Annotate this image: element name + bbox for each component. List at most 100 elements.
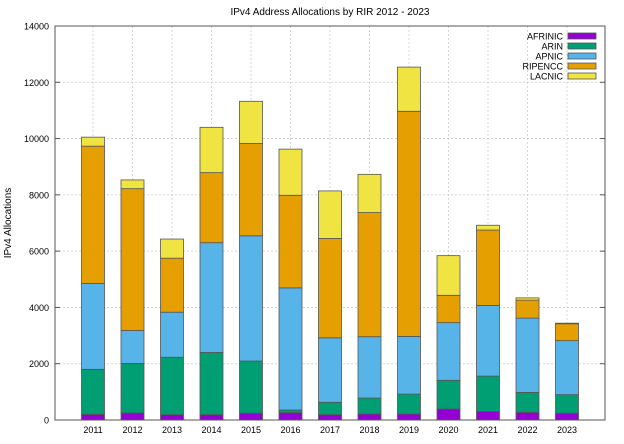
x-tick-label: 2014 — [201, 425, 221, 435]
bar-afrinic-2022 — [515, 412, 540, 421]
x-tick-label: 2020 — [438, 425, 458, 435]
bar-arin-2011 — [81, 368, 105, 415]
y-tick-label: 0 — [44, 416, 49, 426]
bar-arin-2017 — [318, 401, 342, 416]
bar-lacnic-2023 — [555, 322, 579, 325]
x-axis: 2011 2012 2013 2014 2015 2016 2017 2018 2019 2020… — [83, 425, 577, 435]
y-axis: 0 2000 4000 6000 8000 10000 12000 14000 — [24, 22, 605, 426]
bar-arin-2023 — [555, 394, 579, 414]
x-tick-label: 2018 — [359, 425, 379, 435]
bar-afrinic-2015 — [239, 412, 263, 421]
y-axis-label: IPv4 Allocations — [3, 188, 14, 259]
y-tick-label: 6000 — [29, 247, 49, 257]
bar-ripencc-2014 — [199, 172, 224, 244]
bar-lacnic-2015 — [239, 100, 263, 144]
bar-arin-2012 — [120, 363, 145, 414]
bar-ripencc-2018 — [357, 212, 382, 338]
bar-arin-2016 — [278, 409, 303, 414]
bar-apnic-2015 — [239, 235, 263, 362]
bar-afrinic-2018 — [357, 413, 382, 421]
x-tick-label: 2022 — [517, 425, 537, 435]
y-tick-label: 10000 — [24, 134, 49, 144]
x-tick-label: 2021 — [478, 425, 498, 435]
y-tick-label: 4000 — [29, 303, 49, 313]
bar-apnic-2011 — [81, 283, 105, 370]
x-tick-label: 2015 — [241, 425, 261, 435]
bar-lacnic-2016 — [278, 148, 303, 196]
bar-apnic-2020 — [436, 322, 461, 381]
legend-swatch — [567, 52, 597, 60]
bar-lacnic-2012 — [120, 179, 145, 190]
legend-swatch — [567, 62, 597, 70]
bar-apnic-2018 — [357, 336, 382, 399]
x-tick-label: 2011 — [83, 425, 102, 435]
x-tick-label: 2019 — [399, 425, 419, 435]
x-tick-label: 2023 — [557, 425, 577, 435]
bar-ripencc-2016 — [278, 194, 303, 289]
bar-apnic-2019 — [397, 336, 421, 395]
bar-arin-2015 — [239, 360, 263, 414]
bar-afrinic-2019 — [397, 413, 421, 421]
x-tick-label: 2012 — [122, 425, 142, 435]
bar-lacnic-2019 — [397, 66, 421, 112]
bar-lacnic-2022 — [515, 297, 540, 301]
bar-arin-2019 — [397, 393, 421, 415]
bar-arin-2013 — [160, 356, 184, 416]
bar-afrinic-2011 — [81, 413, 105, 421]
y-tick-label: 12000 — [24, 78, 49, 88]
bars — [81, 66, 579, 421]
legend-label: AFRINIC — [527, 32, 564, 42]
legend-swatch — [567, 42, 597, 50]
bar-ripencc-2017 — [318, 238, 342, 339]
bar-afrinic-2016 — [278, 412, 303, 421]
bar-apnic-2013 — [160, 311, 184, 358]
bar-lacnic-2021 — [476, 224, 500, 231]
x-tick-label: 2016 — [280, 425, 300, 435]
bar-apnic-2022 — [515, 317, 540, 393]
bar-lacnic-2014 — [199, 126, 224, 174]
bar-arin-2020 — [436, 379, 461, 410]
bar-ripencc-2022 — [515, 299, 540, 319]
bar-ripencc-2015 — [239, 143, 263, 237]
legend-label: RIPENCC — [522, 62, 563, 72]
bar-afrinic-2021 — [476, 411, 500, 421]
bar-ripencc-2021 — [476, 229, 500, 306]
bar-afrinic-2023 — [555, 412, 579, 421]
bar-arin-2021 — [476, 375, 500, 412]
legend-label: LACNIC — [530, 72, 564, 82]
bar-arin-2014 — [199, 352, 224, 416]
bar-afrinic-2014 — [199, 414, 224, 421]
bar-afrinic-2017 — [318, 414, 342, 421]
bar-arin-2018 — [357, 397, 382, 415]
plot-border — [54, 25, 606, 421]
bar-ripencc-2012 — [120, 188, 145, 331]
x-tick-label: 2017 — [320, 425, 340, 435]
bar-arin-2022 — [515, 392, 540, 413]
bar-ripencc-2013 — [160, 257, 184, 313]
bar-ripencc-2023 — [555, 323, 579, 342]
y-tick-label: 14000 — [24, 22, 49, 32]
y-tick-label: 8000 — [29, 190, 49, 200]
bar-lacnic-2020 — [436, 255, 461, 296]
bar-apnic-2017 — [318, 337, 342, 403]
bar-lacnic-2013 — [160, 238, 184, 259]
legend-label: APNIC — [535, 52, 563, 62]
bar-lacnic-2018 — [357, 173, 382, 213]
bar-ripencc-2019 — [397, 110, 421, 337]
bar-apnic-2014 — [199, 242, 224, 353]
bar-afrinic-2013 — [160, 414, 184, 421]
chart-title: IPv4 Address Allocations by RIR 2012 - 2… — [230, 7, 429, 18]
bar-apnic-2016 — [278, 287, 303, 411]
y-tick-label: 2000 — [29, 359, 49, 369]
bar-lacnic-2017 — [318, 190, 342, 239]
bar-afrinic-2012 — [120, 412, 145, 421]
legend-swatch — [567, 72, 597, 80]
bar-ripencc-2011 — [81, 145, 105, 284]
bar-apnic-2012 — [120, 330, 145, 364]
legend-label: ARIN — [541, 42, 563, 52]
legend-swatch — [567, 32, 597, 40]
bar-apnic-2021 — [476, 305, 500, 377]
bar-afrinic-2020 — [436, 408, 461, 421]
